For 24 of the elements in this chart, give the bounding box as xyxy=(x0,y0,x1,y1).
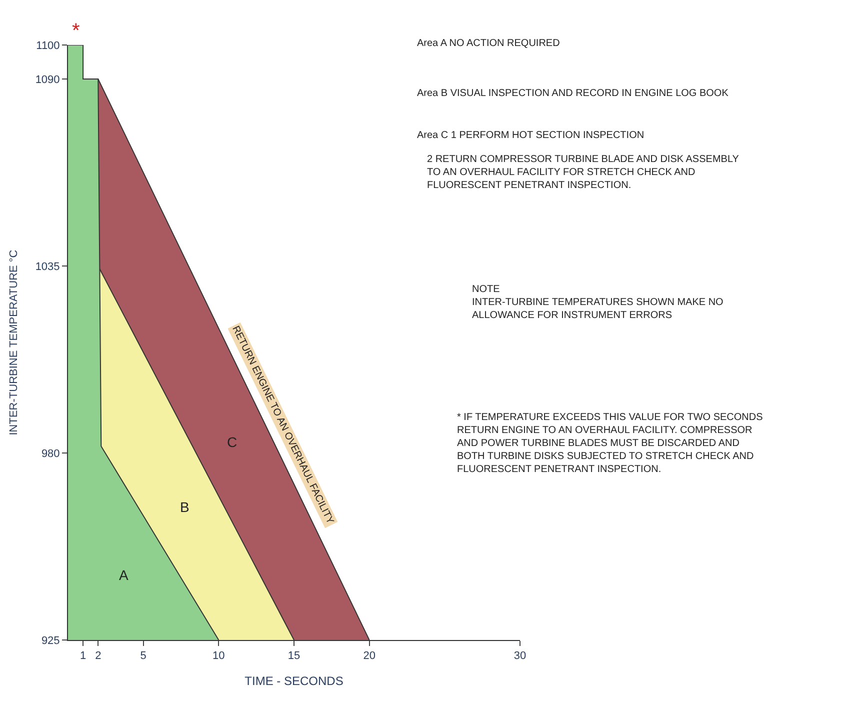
annotation: 2 RETURN COMPRESSOR TURBINE BLADE AND DISK ASSEMBLY TO AN OVERHAUL FACILITY FOR STRETCH CHECK AND FLUORESCENT PENETRANT INSPECTION. xyxy=(427,154,740,191)
y-tick-label: 1090 xyxy=(35,74,60,86)
x-tick-label: 5 xyxy=(140,650,146,662)
x-axis-title: TIME - SECONDS xyxy=(244,674,344,688)
x-tick-label: 1 xyxy=(80,650,86,662)
y-tick-label: 980 xyxy=(41,448,60,460)
annotation: * IF TEMPERATURE EXCEEDS THIS VALUE FOR TWO SECONDS RETURN ENGINE TO AN OVERHAUL FACILITY. COMPRESSOR AND POWER TURBINE BLADES MUST BE DISCARDED AND BOTH TURBINE DISKS SUBJECTED TO STRETCH CHECK AND FLUORESCENT PENETRANT INSPECTION. xyxy=(457,412,764,475)
annotation: NOTE INTER-TURBINE TEMPERATURES SHOWN MAKE NO ALLOWANCE FOR INSTRUMENT ERRORS xyxy=(472,284,724,321)
x-tick-label: 20 xyxy=(363,650,376,662)
x-tick-label: 30 xyxy=(514,650,526,662)
series-label: B xyxy=(180,499,190,515)
annotation: Area A NO ACTION REQUIRED xyxy=(417,38,560,49)
x-tick-label: 15 xyxy=(288,650,300,662)
x-tick-label: 2 xyxy=(95,650,102,662)
x-tick-label: 10 xyxy=(212,650,225,662)
y-tick-label: 925 xyxy=(41,634,60,647)
series-label: C xyxy=(227,434,238,450)
y-tick-label: 1035 xyxy=(35,260,60,273)
y-axis-title: INTER-TURBINE TEMPERATURE °C xyxy=(8,250,20,436)
annotation: Area B VISUAL INSPECTION AND RECORD IN ENGINE LOG BOOK xyxy=(417,88,729,99)
annotation: Area C 1 PERFORM HOT SECTION INSPECTION xyxy=(417,130,644,141)
annotation: * xyxy=(72,20,80,42)
series-label: A xyxy=(119,567,129,583)
y-tick-label: 1100 xyxy=(36,40,60,52)
